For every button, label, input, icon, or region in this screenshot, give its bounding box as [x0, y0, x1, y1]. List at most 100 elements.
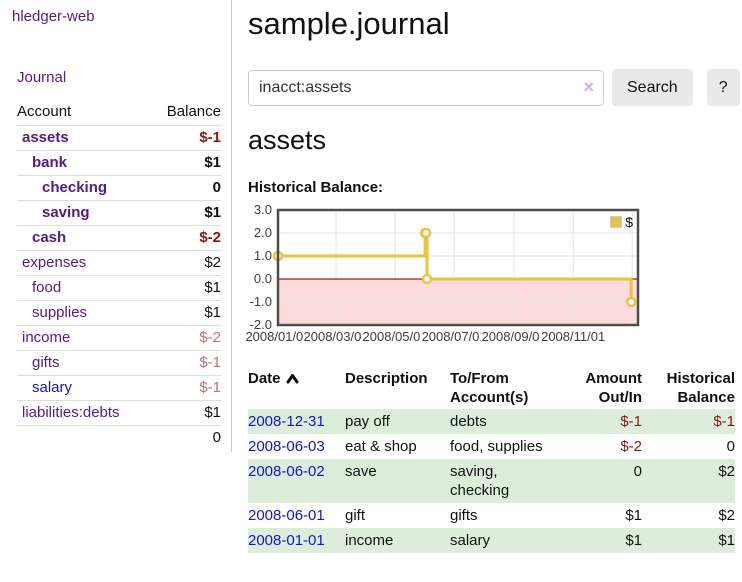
register-cell-description: save: [345, 463, 377, 480]
account-balance: $-1: [199, 354, 221, 371]
transaction-date-link[interactable]: 2008-06-02: [248, 463, 325, 480]
search-input-wrap: ×: [248, 69, 604, 106]
account-link-gifts[interactable]: gifts: [32, 354, 60, 371]
register-cell-description: pay off: [345, 413, 390, 430]
register-header-balance-line2: Balance: [677, 389, 735, 406]
register-cell-amount: $-1: [620, 413, 642, 430]
accounts-total-spacer: [17, 426, 150, 451]
register-cell-accounts: gifts: [450, 507, 478, 524]
account-balance: 0: [212, 179, 221, 196]
register-cell-amount: $1: [625, 507, 642, 524]
accounts-total-row: 0: [17, 425, 221, 451]
account-link-income[interactable]: income: [22, 329, 71, 346]
account-link-supplies[interactable]: supplies: [32, 304, 88, 321]
main-content: sample.journal × Search ? assets Histori…: [232, 0, 742, 553]
account-row-cash: cash $-2: [17, 225, 221, 251]
account-row-saving: saving $1: [17, 200, 221, 226]
account-balance: $1: [204, 154, 221, 171]
legend-series-swatch-icon: [610, 216, 623, 228]
account-link-checking[interactable]: checking: [42, 179, 108, 196]
transaction-date-link[interactable]: 2008-06-03: [248, 438, 325, 455]
chart-legend: $: [610, 214, 633, 230]
register-cell-balance: 0: [726, 438, 735, 455]
account-heading: assets: [248, 125, 327, 155]
accounts-total-value: 0: [212, 429, 221, 446]
help-button[interactable]: ?: [706, 69, 740, 106]
x-axis-tick-label: 2008/07/01: [421, 329, 488, 344]
register-cell-amount: $-2: [620, 438, 642, 455]
register-cell-accounts: saving, checking: [450, 463, 510, 499]
account-row-income: income $-2: [17, 325, 221, 351]
account-row-expenses: expenses $2: [17, 250, 221, 276]
chart-canvas: [272, 208, 640, 327]
register-cell-amount: 0: [633, 463, 642, 480]
account-balance: $1: [204, 304, 221, 321]
register-cell-description: income: [345, 532, 394, 549]
register-cell-date: 2008-06-01: [248, 503, 345, 528]
account-row-supplies: supplies $1: [17, 300, 221, 326]
register-cell-accounts: debts: [450, 413, 487, 430]
register-header-row: Date Description To/From Account(s) Amou…: [248, 367, 735, 409]
account-balance: $-1: [199, 379, 221, 396]
account-link-expenses[interactable]: expenses: [22, 254, 87, 271]
y-axis-tick-label: 3.0: [253, 202, 272, 217]
account-link-bank[interactable]: bank: [32, 154, 68, 171]
account-row-assets: assets $-1: [17, 125, 221, 151]
account-link-food[interactable]: food: [32, 279, 62, 296]
register-cell-date: 2008-12-31: [248, 409, 345, 434]
register-row: 2008-06-02 save saving, checking 0 $2: [248, 459, 735, 503]
search-input[interactable]: [248, 69, 604, 106]
register-cell-date: 2008-06-03: [248, 434, 345, 459]
accounts-header-balance: Balance: [166, 103, 221, 120]
y-axis-tick-label: 2.0: [253, 225, 272, 240]
x-axis-tick-label: 2008/09/01: [481, 329, 548, 344]
account-balance: $1: [204, 204, 221, 221]
register-header-balance-line1: Historical: [666, 370, 735, 387]
accounts-header-account: Account: [17, 103, 72, 120]
legend-series-label: $: [625, 214, 633, 230]
register-row: 2008-06-03 eat & shop food, supplies $-2 0: [248, 434, 735, 459]
register-header-date[interactable]: Date: [248, 367, 345, 409]
account-row-gifts: gifts $-1: [17, 350, 221, 376]
register-cell-accounts: salary: [450, 532, 491, 549]
register-cell-balance: $1: [718, 532, 735, 549]
account-balance: $1: [204, 279, 221, 296]
account-link-cash[interactable]: cash: [32, 229, 67, 246]
account-balance: $-2: [199, 329, 221, 346]
account-balance: $-2: [199, 229, 221, 246]
account-link-assets[interactable]: assets: [22, 129, 69, 146]
clear-search-icon[interactable]: ×: [583, 76, 594, 97]
register-row: 2008-12-31 pay off debts $-1 $-1: [248, 409, 735, 434]
register-table: Date Description To/From Account(s) Amou…: [248, 367, 735, 553]
account-row-food: food $1: [17, 275, 221, 301]
register-cell-date: 2008-06-02: [248, 459, 345, 503]
transaction-date-link[interactable]: 2008-06-01: [248, 507, 325, 524]
account-link-liabilities-debts[interactable]: liabilities:debts: [22, 404, 120, 421]
transaction-date-link[interactable]: 2008-01-01: [248, 532, 325, 549]
account-link-salary[interactable]: salary: [32, 379, 73, 396]
y-axis-tick-label: 0.0: [253, 271, 272, 286]
sidebar: hledger-web Journal Account Balance asse…: [0, 0, 232, 452]
page-title: sample.journal: [248, 6, 450, 41]
register-header-date-label: Date: [248, 370, 281, 387]
register-cell-balance: $2: [718, 507, 735, 524]
hledger-web-app: hledger-web Journal Account Balance asse…: [0, 0, 742, 553]
account-balance: $1: [204, 404, 221, 421]
register-cell-description: eat & shop: [345, 438, 417, 455]
historical-balance-chart: $ 3.0 2.0 1.0 0.0 -1.0 -2.0 2008/01/01 2008/03/…: [245, 202, 642, 355]
account-link-saving[interactable]: saving: [42, 204, 90, 221]
accounts-header-row: Account Balance: [17, 100, 221, 126]
nav-journal-link[interactable]: Journal: [17, 69, 67, 86]
account-row-liabilities-debts: liabilities:debts $1: [17, 400, 221, 426]
register-row: 2008-01-01 income salary $1 $1: [248, 528, 735, 553]
search-button[interactable]: Search: [612, 69, 693, 106]
transaction-date-link[interactable]: 2008-12-31: [248, 413, 325, 430]
accounts-table: Account Balance assets $-1 bank $1 checking 0…: [17, 100, 221, 450]
register-cell-balance: $-1: [713, 413, 735, 430]
brand-link[interactable]: hledger-web: [12, 8, 95, 25]
register-header-amount-line1: Amount: [585, 370, 642, 387]
x-axis-tick-label: 2008/03/01: [303, 329, 370, 344]
sort-ascending-icon: [286, 374, 299, 384]
y-axis-tick-label: -2.0: [249, 317, 272, 332]
y-axis-tick-label: -1.0: [249, 294, 272, 309]
